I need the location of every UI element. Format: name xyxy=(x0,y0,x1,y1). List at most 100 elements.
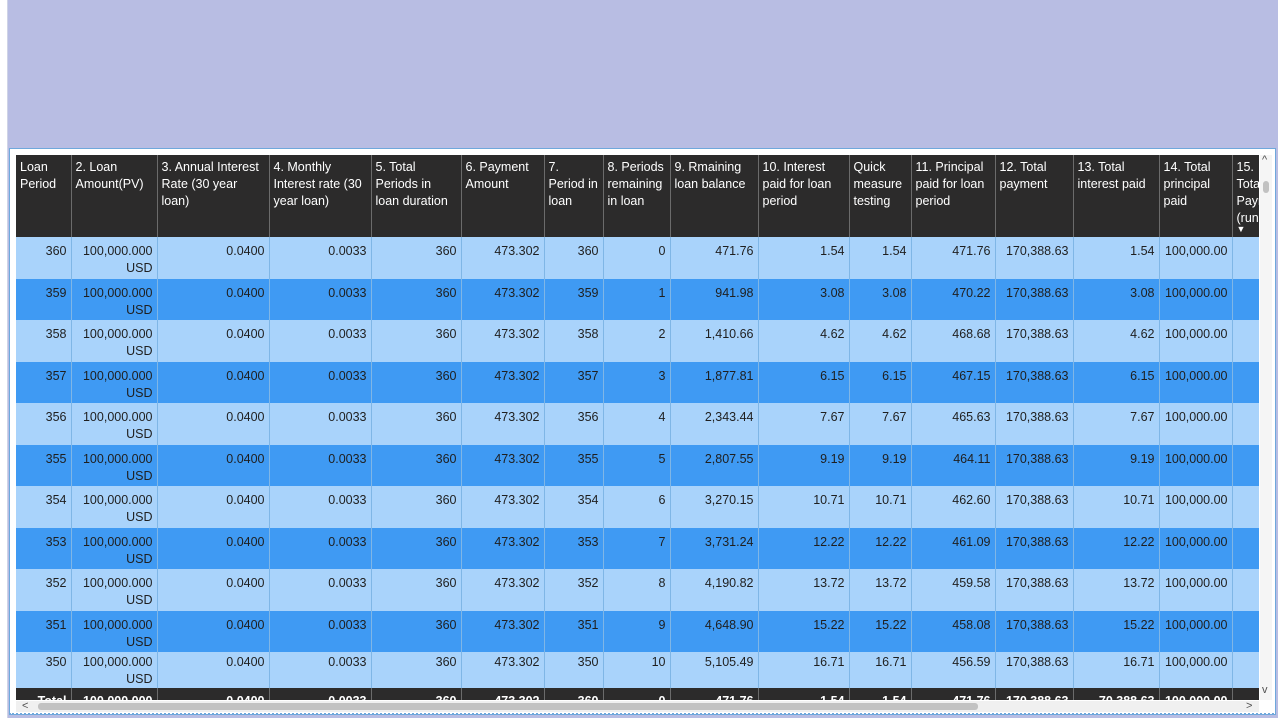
table-cell: 1 xyxy=(603,278,671,320)
column-header[interactable]: Quick measure testing xyxy=(849,155,912,237)
column-header[interactable]: 9. Rmaining loan balance xyxy=(670,155,759,237)
table-cell: 170,388.63 xyxy=(995,652,1074,688)
table-row[interactable]: 358 100,000.000 USD 0.0400 0.0033 360 473.302… xyxy=(16,320,1259,362)
scroll-right-arrow-icon[interactable]: > xyxy=(1246,700,1253,712)
table-cell: 358 xyxy=(544,320,604,362)
table-cell: 15.22 xyxy=(758,610,850,652)
table-cell: 465.63 xyxy=(911,403,996,445)
table-cell: 0.0400 xyxy=(157,610,270,652)
table-cell: 100,000.00 xyxy=(1159,361,1233,403)
table-cell: 356 xyxy=(16,403,72,445)
scroll-left-arrow-icon[interactable]: < xyxy=(22,700,29,712)
column-header[interactable]: 2. Loan Amount(PV) xyxy=(71,155,158,237)
table-cell: 170,388.63 xyxy=(995,320,1074,362)
table-row[interactable]: 350 100,000.000 USD 0.0400 0.0033 360 473.302… xyxy=(16,652,1259,688)
table-row[interactable]: 353 100,000.000 USD 0.0400 0.0033 360 473.302… xyxy=(16,527,1259,569)
table-visual[interactable]: Loan Period 2. Loan Amount(PV) 3. Annual I… xyxy=(9,148,1276,715)
vertical-scroll-thumb[interactable] xyxy=(1263,181,1269,193)
table-cell: 473.302 xyxy=(461,652,545,688)
table-cell: 360 xyxy=(371,444,462,486)
table-cell: 9.19 xyxy=(758,444,850,486)
table-cell: 464.11 xyxy=(911,444,996,486)
table-cell: 356 xyxy=(544,403,604,445)
column-header[interactable]: Loan Period xyxy=(16,155,72,237)
table-row[interactable]: 354 100,000.000 USD 0.0400 0.0033 360 473.302… xyxy=(16,486,1259,528)
table-cell: 13.72 xyxy=(1073,569,1160,611)
table-cell: 456.59 xyxy=(911,652,996,688)
table-row[interactable]: 359 100,000.000 USD 0.0400 0.0033 360 473.302… xyxy=(16,278,1259,320)
table-cell: 360 xyxy=(371,278,462,320)
column-header[interactable]: 10. Interest paid for loan period xyxy=(758,155,850,237)
table-cell: 360 xyxy=(16,237,72,279)
table-row[interactable]: 357 100,000.000 USD 0.0400 0.0033 360 473.302… xyxy=(16,361,1259,403)
column-header[interactable]: 7. Period in loan xyxy=(544,155,604,237)
table-cell: 170,388.63 xyxy=(995,361,1074,403)
table-cell: 0.0400 xyxy=(157,403,270,445)
column-header[interactable]: 8. Periods remaining in loan xyxy=(603,155,671,237)
table-cell: 473.302 xyxy=(461,361,545,403)
table-cell: 100,000.000 USD xyxy=(71,444,158,486)
table-cell: 357 xyxy=(16,361,72,403)
table-cell: 1 xyxy=(1232,610,1259,652)
table-cell: 100,000.00 xyxy=(1159,444,1233,486)
table-cell: 1,877.81 xyxy=(670,361,759,403)
column-header[interactable]: 14. Total principal paid xyxy=(1159,155,1233,237)
table-cell: 7.67 xyxy=(849,403,912,445)
column-header[interactable]: 6. Payment Amount xyxy=(461,155,545,237)
table-cell: 100,000.00 xyxy=(1159,652,1233,688)
table-row[interactable]: 360 100,000.000 USD 0.0400 0.0033 360 473.302… xyxy=(16,237,1259,279)
total-cell: 1.54 xyxy=(758,688,850,700)
total-cell: 170,388.63 xyxy=(995,688,1074,700)
table-cell: 170,388.63 xyxy=(995,278,1074,320)
sort-descending-icon[interactable]: ▼ xyxy=(1236,224,1246,234)
column-header[interactable]: 3. Annual Interest Rate (30 year loan) xyxy=(157,155,270,237)
table-cell: 0.0033 xyxy=(269,486,372,528)
column-header[interactable]: 11. Principal paid for loan period xyxy=(911,155,996,237)
horizontal-scrollbar[interactable]: < > xyxy=(16,701,1259,712)
table-cell: 7 xyxy=(603,527,671,569)
column-header[interactable]: 5. Total Periods in loan duration xyxy=(371,155,462,237)
vertical-scrollbar[interactable]: ^ v xyxy=(1260,155,1272,700)
total-cell: 471.76 xyxy=(670,688,759,700)
table-cell: 100,000.00 xyxy=(1159,486,1233,528)
table-cell: 170,388.63 xyxy=(995,610,1074,652)
table-cell: 1 xyxy=(1232,361,1259,403)
column-header[interactable]: 12. Total payment xyxy=(995,155,1074,237)
table-cell: 473.302 xyxy=(461,569,545,611)
table-row[interactable]: 355 100,000.000 USD 0.0400 0.0033 360 473.302… xyxy=(16,444,1259,486)
table-cell: 100,000.000 USD xyxy=(71,527,158,569)
total-cell: 0.0033 xyxy=(269,688,372,700)
table-row[interactable]: 356 100,000.000 USD 0.0400 0.0033 360 473.302… xyxy=(16,403,1259,445)
table-cell: 473.302 xyxy=(461,486,545,528)
table-cell: 9.19 xyxy=(1073,444,1160,486)
table-cell: 352 xyxy=(16,569,72,611)
table-cell: 473.302 xyxy=(461,237,545,279)
table-cell: 350 xyxy=(16,652,72,688)
table-cell: 1 xyxy=(1232,403,1259,445)
table-cell: 1 xyxy=(1232,652,1259,688)
table-cell: 360 xyxy=(371,652,462,688)
table-cell: 1 xyxy=(1232,237,1259,279)
table-cell: 0.0400 xyxy=(157,652,270,688)
horizontal-scroll-thumb[interactable] xyxy=(38,703,978,710)
column-header[interactable]: 15. Total Payment (running)▼ xyxy=(1232,155,1259,237)
table-cell: 170,388.63 xyxy=(995,486,1074,528)
table-row[interactable]: 352 100,000.000 USD 0.0400 0.0033 360 473.302… xyxy=(16,569,1259,611)
column-header[interactable]: 4. Monthly Interest rate (30 year loan) xyxy=(269,155,372,237)
table-row[interactable]: 351 100,000.000 USD 0.0400 0.0033 360 473.302… xyxy=(16,610,1259,652)
table-cell: 8 xyxy=(603,569,671,611)
table-cell: 360 xyxy=(371,527,462,569)
scroll-down-arrow-icon[interactable]: v xyxy=(1262,684,1268,696)
table-cell: 10.71 xyxy=(758,486,850,528)
table-cell: 0.0400 xyxy=(157,569,270,611)
table-cell: 354 xyxy=(544,486,604,528)
table-cell: 100,000.00 xyxy=(1159,569,1233,611)
total-cell: 1 xyxy=(1232,688,1259,700)
scroll-up-arrow-icon[interactable]: ^ xyxy=(1262,154,1268,166)
column-header[interactable]: 13. Total interest paid xyxy=(1073,155,1160,237)
table-cell: 360 xyxy=(544,237,604,279)
table-cell: 0.0400 xyxy=(157,444,270,486)
table-cell: 170,388.63 xyxy=(995,403,1074,445)
table-cell: 353 xyxy=(544,527,604,569)
table-cell: 0.0033 xyxy=(269,652,372,688)
